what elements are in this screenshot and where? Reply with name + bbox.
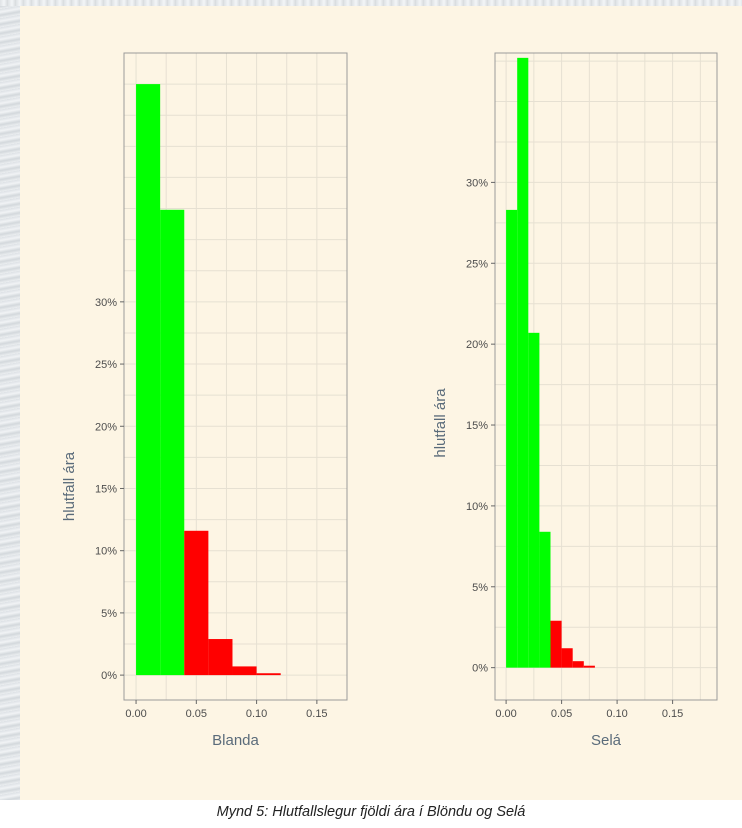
histogram-bar (539, 531, 551, 668)
x-tick-label: 0.15 (306, 708, 327, 720)
y-tick-label: 20% (95, 421, 117, 433)
figure-caption: Mynd 5: Hlutfallslegur fjöldi ára í Blön… (216, 804, 526, 820)
y-tick-label: 20% (466, 339, 488, 351)
background-texture-top (0, 0, 742, 6)
y-axis-title: hlutfall ára (432, 388, 449, 458)
y-tick-label: 5% (472, 582, 488, 594)
histogram-bar (506, 209, 518, 668)
plot-border (494, 52, 718, 701)
y-tick-label: 0% (101, 670, 117, 682)
histogram-bar (256, 673, 281, 676)
caption-bar (0, 800, 742, 828)
x-tick-label: 0.10 (246, 708, 267, 720)
chart-panel-1: 0% 5% 10% 15% 20% 25% 30% 0.00 0.05 0.10 0.15 Bland… (61, 52, 348, 749)
histogram-bar (561, 648, 573, 668)
x-tick-label: 0.00 (495, 708, 516, 720)
histogram-bar (208, 639, 233, 676)
y-tick-label: 0% (472, 663, 488, 675)
histogram-bar (572, 661, 584, 668)
x-tick-label: 0.05 (186, 708, 207, 720)
histogram-bar (232, 666, 257, 676)
y-tick-label: 15% (466, 420, 488, 432)
chart-panel-2: 0% 5% 10% 15% 20% 25% 30% 0.00 0.05 0.10 0.15 Selá h… (432, 52, 718, 749)
histogram-bar (136, 84, 161, 676)
plot-border (123, 52, 348, 701)
histogram-bar (517, 57, 529, 668)
x-tick-label: 0.05 (551, 708, 572, 720)
x-tick-label: 0.15 (662, 708, 683, 720)
y-axis-title: hlutfall ára (61, 451, 78, 521)
background-texture-left (0, 0, 20, 828)
x-axis-title: Selá (591, 732, 622, 749)
y-tick-label: 5% (101, 608, 117, 620)
histogram-bar (583, 665, 595, 668)
histogram-figure: 0% 5% 10% 15% 20% 25% 30% 0.00 0.05 0.10 0.15 Bland… (61, 52, 718, 749)
y-tick-label: 15% (95, 483, 117, 495)
y-tick-label: 25% (95, 359, 117, 371)
x-tick-label: 0.00 (125, 708, 146, 720)
histogram-bar (550, 620, 562, 668)
x-axis-title: Blanda (212, 732, 259, 749)
y-tick-label: 10% (466, 501, 488, 513)
histogram-bar (160, 209, 185, 676)
histogram-bar (528, 332, 540, 668)
y-tick-label: 30% (466, 177, 488, 189)
y-tick-label: 30% (95, 297, 117, 309)
x-tick-label: 0.10 (606, 708, 627, 720)
y-tick-label: 10% (95, 546, 117, 558)
histogram-bar (184, 530, 209, 676)
y-tick-label: 25% (466, 258, 488, 270)
